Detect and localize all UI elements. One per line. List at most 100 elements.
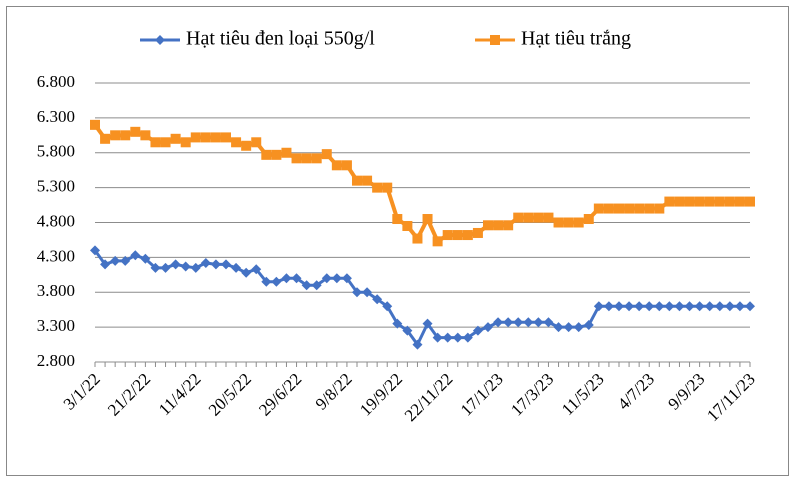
point: [362, 287, 373, 298]
point: [493, 317, 504, 328]
point: [412, 339, 423, 350]
point: [281, 147, 292, 158]
point: [654, 301, 665, 312]
point: [90, 245, 100, 256]
point: [483, 220, 493, 231]
point: [664, 301, 675, 312]
legend-label: Hạt tiêu đen loại 550g/l: [186, 28, 375, 50]
legend-marker: [155, 35, 165, 45]
y-tick-label: 2.800: [37, 351, 75, 370]
point: [614, 203, 624, 214]
point: [160, 137, 171, 148]
point: [200, 257, 211, 268]
point: [422, 318, 433, 329]
point: [704, 301, 715, 312]
point: [301, 153, 312, 164]
point: [341, 160, 352, 171]
point: [553, 217, 564, 228]
point: [704, 196, 715, 207]
point: [100, 133, 111, 144]
point: [614, 301, 624, 312]
point: [140, 130, 151, 141]
point: [734, 196, 745, 207]
point: [291, 273, 302, 284]
point: [321, 149, 332, 160]
point: [281, 273, 292, 284]
point: [150, 137, 161, 148]
point: [150, 262, 161, 273]
point: [130, 126, 141, 137]
point: [543, 212, 554, 223]
point: [311, 280, 322, 291]
chart-border: [6, 6, 789, 476]
point: [734, 301, 745, 312]
point: [402, 325, 413, 336]
point: [190, 262, 201, 273]
point: [190, 132, 201, 143]
point: [261, 149, 272, 160]
point: [180, 261, 191, 272]
point: [432, 332, 443, 343]
point: [724, 196, 735, 207]
point: [553, 322, 564, 333]
point: [583, 214, 594, 225]
point: [503, 220, 514, 231]
point: [140, 253, 151, 264]
point: [724, 301, 735, 312]
point: [603, 203, 614, 214]
point: [90, 119, 100, 130]
y-tick-label: 6.800: [37, 72, 75, 91]
point: [110, 130, 121, 141]
point: [694, 301, 705, 312]
point: [231, 137, 242, 148]
point: [251, 264, 262, 275]
point: [714, 196, 725, 207]
point: [392, 214, 403, 225]
point: [573, 217, 584, 228]
point: [352, 287, 362, 298]
point: [311, 153, 322, 164]
point: [251, 137, 262, 148]
point: [573, 322, 584, 333]
point: [533, 317, 544, 328]
point: [221, 132, 231, 143]
point: [241, 267, 252, 278]
point: [503, 317, 514, 328]
point: [382, 182, 393, 193]
point: [402, 220, 413, 231]
point: [694, 196, 705, 207]
y-tick-label: 4.300: [37, 246, 75, 265]
point: [321, 273, 332, 284]
point: [432, 236, 443, 247]
point: [533, 212, 544, 223]
point: [523, 317, 534, 328]
point: [472, 227, 483, 238]
point: [513, 212, 524, 223]
point: [100, 259, 111, 270]
point: [684, 196, 695, 207]
point: [674, 301, 685, 312]
point: [331, 160, 342, 171]
legend-label: Hạt tiêu trắng: [521, 28, 631, 50]
point: [483, 322, 493, 333]
point: [271, 276, 282, 287]
y-tick-label: 3.300: [37, 316, 75, 335]
point: [200, 132, 211, 143]
point: [110, 255, 121, 266]
point: [442, 332, 453, 343]
point: [442, 230, 453, 241]
point: [271, 149, 282, 160]
point: [372, 294, 383, 305]
point: [543, 317, 554, 328]
point: [261, 276, 272, 287]
point: [382, 301, 393, 312]
y-tick-label: 5.800: [37, 142, 75, 161]
point: [603, 301, 614, 312]
point: [634, 301, 645, 312]
point: [422, 214, 433, 225]
point: [664, 196, 675, 207]
point: [130, 250, 141, 261]
point: [563, 217, 574, 228]
